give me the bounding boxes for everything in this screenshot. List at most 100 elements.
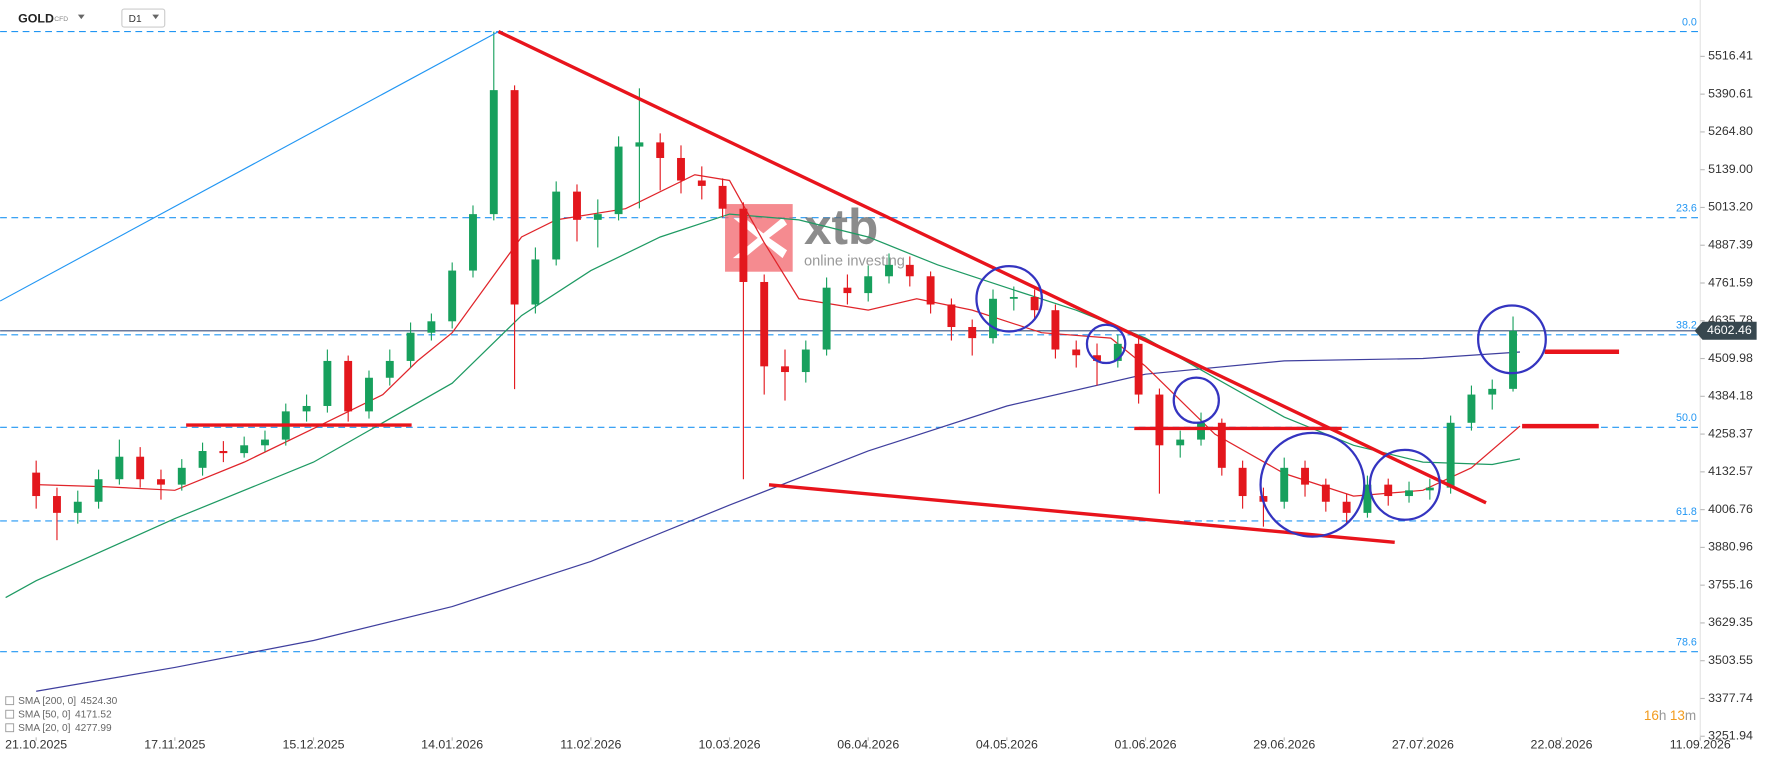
countdown-hours: 16 xyxy=(1644,707,1659,722)
legend-name: SMA [50, 0] xyxy=(18,709,71,720)
symbol[interactable]: GOLD xyxy=(18,11,54,25)
trend-line xyxy=(497,30,1487,505)
candle-body xyxy=(1155,394,1164,446)
candle-body xyxy=(1238,467,1247,497)
countdown-unit: h xyxy=(1659,707,1667,722)
candle-body xyxy=(1301,467,1309,485)
circle xyxy=(1368,448,1441,521)
y-tick-label: 3377.74 xyxy=(1708,691,1753,705)
y-tick-label: 5390.61 xyxy=(1708,86,1753,100)
y-tick-label: 3629.35 xyxy=(1708,615,1753,629)
countdown: 16h 13m xyxy=(1644,707,1696,722)
x-tick-label: 06.04.2026 xyxy=(837,737,899,751)
fib-anchor-line xyxy=(0,31,499,302)
countdown-unit: m xyxy=(1685,707,1696,722)
candle-body xyxy=(1405,490,1413,497)
candle-body xyxy=(385,360,394,378)
candle-body xyxy=(1009,296,1018,299)
watermark-tagline: online investing xyxy=(804,253,905,269)
x-tick-label: 15.12.2025 xyxy=(283,737,345,751)
circle xyxy=(1172,376,1220,424)
dropdown-arrow[interactable] xyxy=(77,14,85,20)
x-tick-label: 04.05.2026 xyxy=(976,737,1038,751)
candle-body xyxy=(302,405,311,412)
x-tick-label: 17.11.2025 xyxy=(144,737,205,751)
candle-body xyxy=(198,451,207,468)
candle-body xyxy=(968,327,977,339)
candle-body xyxy=(593,214,602,220)
circle xyxy=(1477,304,1547,375)
candle-body xyxy=(1384,484,1393,497)
candle-body xyxy=(781,366,789,373)
legend-value: 4171.52 xyxy=(75,709,112,720)
y-tick-label: 4761.59 xyxy=(1708,275,1753,289)
dropdown-arrow[interactable] xyxy=(152,14,160,20)
interval-box[interactable] xyxy=(121,8,166,28)
watermark: xtb online investing xyxy=(725,199,905,272)
candle-body xyxy=(1051,310,1060,350)
circle xyxy=(1259,431,1366,538)
candle-body xyxy=(656,142,665,158)
candle-body xyxy=(677,157,685,181)
candle-body xyxy=(1093,355,1101,361)
sma-line xyxy=(36,174,1521,497)
candle-body xyxy=(365,377,373,412)
y-tick-label: 4509.98 xyxy=(1708,351,1753,365)
candle-body xyxy=(94,479,103,502)
candle-body xyxy=(1342,501,1351,513)
y-tick-label: 5139.00 xyxy=(1708,162,1753,176)
interval[interactable]: D1 xyxy=(129,14,142,25)
legend-icon xyxy=(5,696,15,706)
candle-body xyxy=(718,185,727,209)
legend-value: 4277.99 xyxy=(75,723,112,734)
x-tick-label: 14.01.2026 xyxy=(421,737,483,751)
fib-label: 61.8 xyxy=(1676,506,1697,518)
candle-body xyxy=(1072,349,1081,356)
candle-body xyxy=(573,191,581,220)
candle-body xyxy=(1197,422,1205,440)
circle xyxy=(975,264,1043,333)
candle-body xyxy=(843,287,852,294)
candle-body xyxy=(1446,422,1455,488)
candle-body xyxy=(219,451,228,454)
countdown-minutes: 13 xyxy=(1670,707,1685,722)
candle-body xyxy=(760,281,769,367)
candle-body xyxy=(1280,467,1289,502)
candle-body xyxy=(1030,296,1039,311)
toolbar[interactable]: GOLD CFD D1 xyxy=(18,8,166,28)
candle-body xyxy=(822,287,831,350)
fib-label: 23.6 xyxy=(1676,203,1697,215)
candle-body xyxy=(1176,439,1185,446)
y-tick-label: 3880.96 xyxy=(1708,540,1753,554)
circle xyxy=(1085,323,1127,365)
candle-body xyxy=(261,439,269,446)
candle-body xyxy=(406,332,415,361)
candle-body xyxy=(1113,343,1122,361)
candle-body xyxy=(240,445,249,454)
candle-body xyxy=(1134,343,1143,395)
y-tick-label: 3503.55 xyxy=(1708,653,1753,667)
candle-body xyxy=(448,270,457,322)
candle-body xyxy=(885,264,893,277)
candle-body xyxy=(469,214,477,271)
candle-body xyxy=(801,349,810,373)
legend-icon xyxy=(5,723,15,733)
x-tick-label: 10.03.2026 xyxy=(699,737,761,751)
candle-body xyxy=(1425,487,1434,491)
candle-body xyxy=(1321,484,1330,502)
candle-body xyxy=(926,276,935,305)
circles xyxy=(975,264,1547,538)
candle-body xyxy=(947,304,956,328)
axis-layer: 5516.41 5390.61 5264.80 5139.00 5013.20 4887.… xyxy=(5,16,1757,751)
candle-body xyxy=(864,276,873,294)
fib-label: 78.6 xyxy=(1676,637,1697,649)
y-tick-label: 3251.94 xyxy=(1708,729,1753,743)
last-price-label: 4602.46 xyxy=(1707,323,1752,337)
candle-body xyxy=(1467,394,1476,423)
symbol-badge: CFD xyxy=(54,16,68,23)
candle-body xyxy=(115,456,124,480)
legend-name: SMA [200, 0] xyxy=(18,696,76,707)
x-tick-label: 11.02.2026 xyxy=(560,737,621,751)
fib-label: 0.0 xyxy=(1682,16,1697,28)
last-price-tag xyxy=(1694,321,1757,340)
